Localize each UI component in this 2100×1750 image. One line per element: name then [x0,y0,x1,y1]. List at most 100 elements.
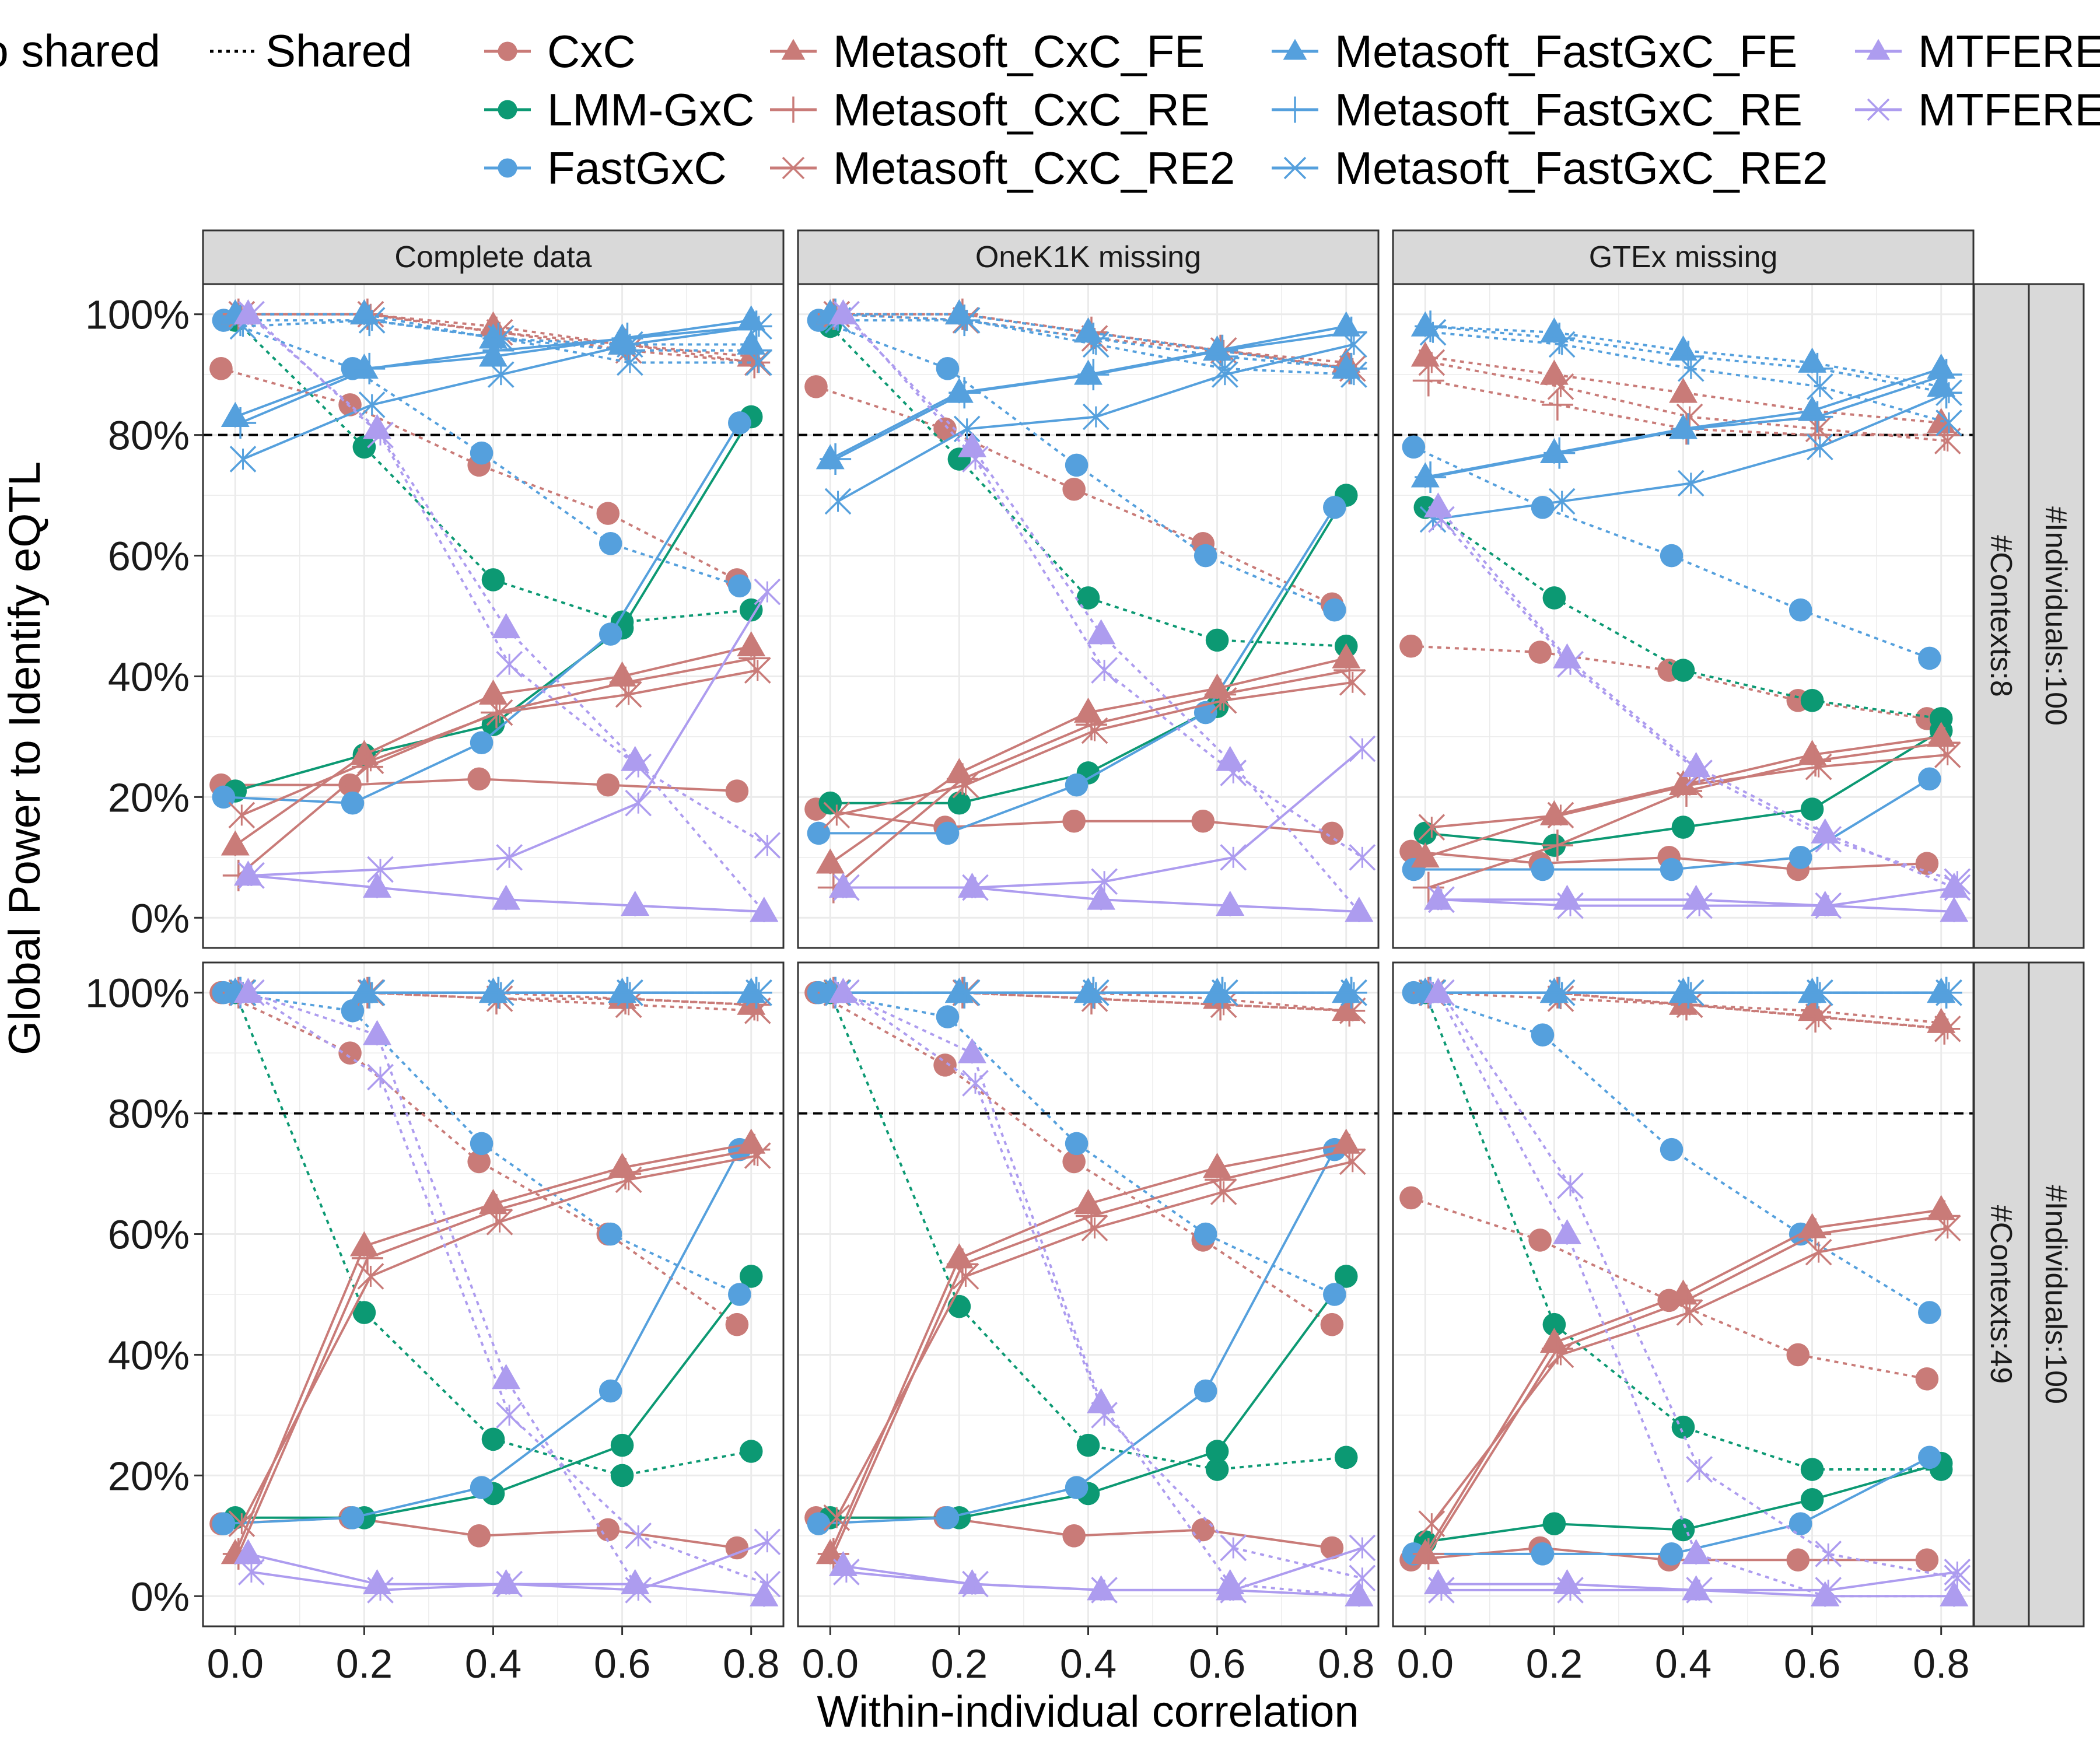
data-point [1076,1200,1108,1232]
data-point [225,407,257,439]
data-point [367,421,394,449]
data-point [953,979,981,1006]
data-point [1339,668,1366,696]
data-point [739,1440,763,1463]
data-point [470,1476,494,1499]
data-point [962,446,989,473]
data-point [1805,1003,1832,1030]
data-point [611,323,643,355]
facet-panels: Complete data OneK1K missing GTEx missing #… [202,229,2085,1628]
data-point [1807,979,1833,1006]
data-point [1815,1541,1842,1567]
data-point [1686,1456,1713,1483]
data-point [351,1242,383,1274]
data-point [1672,413,1704,445]
y-tick-label: 80% [108,413,190,459]
data-point [1334,654,1366,687]
facet-strip-individuals: #Individuals:100 [2039,1185,2073,1404]
data-point [367,1063,394,1091]
data-point [1340,361,1367,388]
data-point [1339,1148,1366,1175]
data-point [1418,1510,1446,1537]
data-point [1542,1512,1566,1535]
data-point [238,1559,265,1586]
x-tick-label: 0.2 [336,1641,393,1686]
data-point [1410,842,1440,868]
data-point [349,1231,379,1256]
data-point [1081,717,1108,744]
series-line-mtfere-shared [247,313,765,913]
data-point [228,1510,256,1537]
facet-strip-individuals: #Individuals:100 [2039,506,2073,726]
data-point [596,773,620,797]
y-tick-label: 0% [131,1574,190,1619]
data-point [233,1539,262,1564]
data-point [1206,334,1238,366]
data-point [936,1506,960,1530]
data-point [470,1132,494,1156]
data-point [1531,1023,1555,1046]
data-point [1557,1577,1584,1604]
data-point [1216,746,1245,771]
series-line-metasoft-fastgxc-re-shared [240,319,757,352]
data-point [739,598,763,622]
data-point [1320,1536,1344,1560]
facet-strip-right [1973,961,2030,1628]
data-point [816,1539,845,1564]
series-line-lmm-gxc-shared [1424,992,1941,1471]
data-point [1553,884,1581,910]
series-line-lmm-gxc-shared [1424,506,1942,720]
data-point [1807,373,1833,400]
data-point [1936,379,1962,407]
facet-strip-label: GTEx missing [1589,240,1778,274]
y-tick-label: 60% [108,534,190,579]
data-point [352,435,376,459]
data-point [1682,884,1711,910]
data-point [1927,1195,1956,1220]
data-point [1415,461,1447,494]
data-point [962,874,989,901]
data-point [598,622,622,646]
data-point [1929,1013,1961,1045]
data-point [1671,1415,1695,1439]
data-point [229,446,257,473]
data-point [1944,1559,1971,1586]
data-point [1191,1518,1215,1542]
data-point [1216,890,1245,916]
facet-strip-right [2028,283,2085,949]
data-point [1788,1512,1812,1535]
data-point [1074,359,1102,385]
data-point [1323,495,1346,519]
data-point [621,746,650,771]
series-line-fastgxc-shared [818,991,1335,1296]
legend-label-mtfere: MTFERE [1918,84,2100,135]
data-point [1065,1476,1088,1499]
legend-label-fastgxc: FastGxC [547,142,727,194]
series-line-mtfere-shared [845,992,1363,1580]
facet-strip-contexts: #Contexts:49 [1984,1205,2018,1384]
data-point [1349,735,1376,762]
data-point [1340,331,1367,358]
data-point [1918,1446,1941,1469]
data-point [1801,352,1833,384]
data-point [487,361,514,388]
data-point [1940,1581,1969,1606]
data-point [1332,643,1361,668]
y-tick-label: 20% [108,1453,190,1499]
data-point [1081,1214,1108,1242]
data-point [944,377,974,403]
data-point [496,844,523,871]
data-point [338,1041,362,1065]
data-point [212,1512,236,1535]
data-point [1800,1488,1824,1511]
series-line-mtfere-shared [250,992,768,1586]
series-line-metasoft-cxc-re2-shared [242,991,758,1012]
data-point [363,1020,391,1045]
data-point [1539,438,1569,464]
data-point [754,832,781,859]
data-point [1786,1548,1810,1572]
series-line-metasoft-cxc-fe-shared [830,313,1346,364]
data-point [725,1536,749,1560]
data-point [467,1150,491,1174]
data-point [1076,586,1100,610]
